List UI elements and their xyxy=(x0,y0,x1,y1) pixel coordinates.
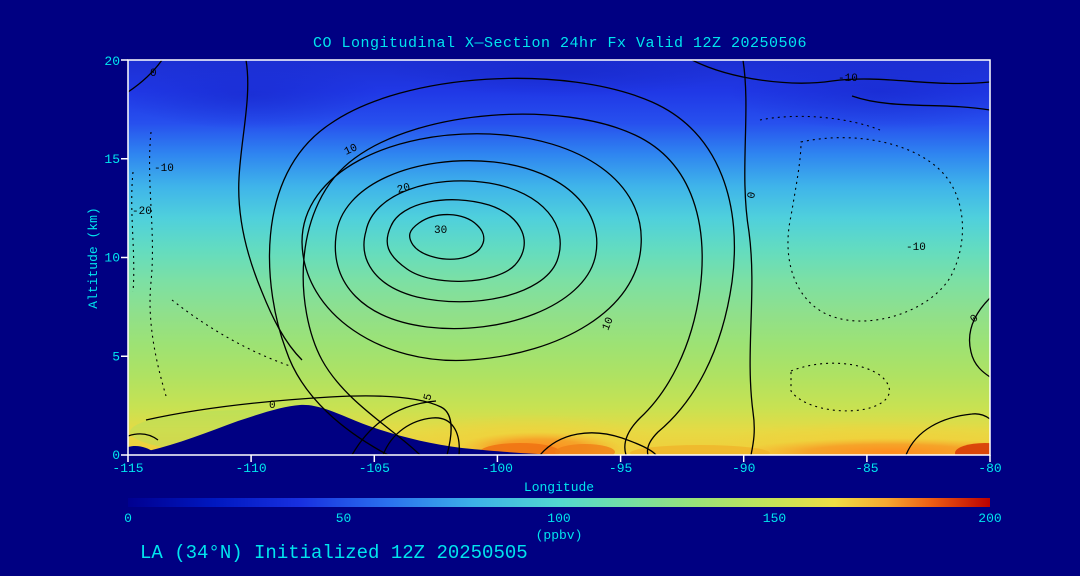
colorbar-tick-label: 100 xyxy=(547,511,570,526)
contour-line xyxy=(539,432,657,455)
y-axis-label: Altitude (km) xyxy=(86,207,101,308)
contour-line xyxy=(128,60,163,93)
contour-label: 0 xyxy=(746,191,759,200)
contour-line xyxy=(238,60,303,361)
colorbar-tick-label: 0 xyxy=(124,511,132,526)
x-tick-label: -100 xyxy=(482,461,513,476)
chart-title: CO Longitudinal X—Section 24hr Fx Valid … xyxy=(313,35,807,52)
x-tick-label: -95 xyxy=(609,461,632,476)
x-tick-label: -110 xyxy=(235,461,266,476)
colorbar-tick-label: 150 xyxy=(763,511,786,526)
x-tick-label: -115 xyxy=(112,461,143,476)
x-axis-ticks xyxy=(127,455,991,462)
contour-label: 0 xyxy=(150,68,157,80)
colorbar-tick-label: 200 xyxy=(978,511,1001,526)
contour-line-neg10-right xyxy=(787,137,963,322)
initialization-label: LA (34°N) Initialized 12Z 20250505 xyxy=(140,542,528,564)
contour-label: 5 xyxy=(422,393,435,402)
contour-line-neg10-left xyxy=(149,131,167,397)
cool-patch-upper-left xyxy=(128,61,380,129)
contour-line xyxy=(268,77,735,455)
contour-label: 30 xyxy=(434,225,447,237)
contour-line xyxy=(851,95,990,111)
contour-line-neg-lower-right xyxy=(790,362,890,412)
contour-label: -10 xyxy=(838,73,858,85)
contour-line xyxy=(128,433,159,441)
contour-line xyxy=(302,113,703,455)
contour-line-30 xyxy=(408,213,485,260)
contour-line xyxy=(334,160,598,330)
cool-patch-upper-right xyxy=(730,60,990,130)
contour-label: -10 xyxy=(906,242,926,254)
cool-patch-top-center xyxy=(390,60,730,96)
x-tick-label: -90 xyxy=(732,461,755,476)
contour-line-20 xyxy=(363,180,561,303)
x-axis-label: Longitude xyxy=(524,480,594,495)
contour-line-0-right xyxy=(742,60,755,455)
contour-line-neg-upper-right xyxy=(759,115,881,131)
contour-line xyxy=(351,400,437,455)
contour-line-neg-mid-left xyxy=(171,299,291,367)
orange-core-center-2 xyxy=(555,444,615,455)
orange-band-mid xyxy=(630,445,770,455)
colorbar-units-label: (ppbv) xyxy=(536,528,583,543)
contour-label: 20 xyxy=(396,182,412,197)
y-tick-label: 5 xyxy=(112,349,120,364)
contour-label: 0 xyxy=(269,400,276,412)
terrain-bump-left xyxy=(128,445,160,455)
colorbar xyxy=(128,498,990,507)
contour-line xyxy=(968,297,990,378)
contour-label: -10 xyxy=(154,163,174,175)
colorbar-tick-label: 50 xyxy=(336,511,352,526)
contour-label: -20 xyxy=(132,206,152,218)
x-tick-label: -80 xyxy=(978,461,1001,476)
terrain-silhouette xyxy=(128,404,562,455)
contour-line-10 xyxy=(301,133,642,362)
y-tick-label: 0 xyxy=(112,448,120,463)
y-tick-label: 10 xyxy=(104,251,120,266)
contour-line-0-surface xyxy=(145,395,452,455)
red-spot-far-right xyxy=(955,443,990,455)
x-tick-label: -105 xyxy=(359,461,390,476)
y-tick-label: 15 xyxy=(104,152,120,167)
contour-label: 10 xyxy=(601,316,617,333)
contour-line xyxy=(691,60,990,85)
contour-line-neg20-left xyxy=(131,171,135,293)
contour-line xyxy=(386,199,525,282)
contour-label: 10 xyxy=(343,142,360,158)
x-tick-label: -85 xyxy=(855,461,878,476)
orange-band-right xyxy=(740,438,990,455)
contour-line xyxy=(905,413,990,455)
y-axis-ticks xyxy=(121,59,128,456)
contour-line xyxy=(382,417,460,455)
y-tick-label: 20 xyxy=(104,54,120,69)
